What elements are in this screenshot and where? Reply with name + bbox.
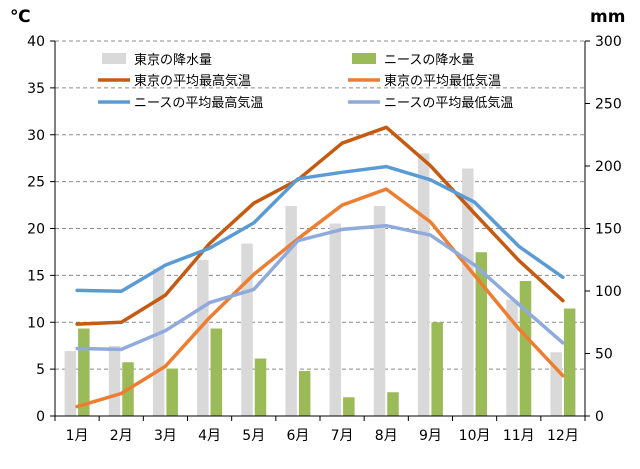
right-tick-label: 0 (595, 409, 604, 425)
bar (64, 351, 77, 416)
bar (431, 322, 443, 416)
bar (519, 281, 532, 416)
legend-swatch (102, 53, 126, 64)
left-tick-label: 40 (27, 34, 45, 50)
left-tick-label: 25 (27, 175, 45, 191)
legend-label: ニースの降水量 (384, 53, 474, 68)
bar (197, 259, 209, 416)
series-line (75, 223, 565, 352)
right-tick-label: 250 (595, 97, 622, 113)
right-tick-label: 150 (595, 222, 622, 238)
bar (387, 392, 399, 416)
left-axis-unit: ℃ (10, 7, 31, 27)
axes (50, 40, 590, 421)
left-tick-label: 5 (36, 362, 45, 378)
series-line (75, 164, 565, 294)
right-tick-label: 50 (595, 347, 613, 363)
bar (329, 223, 342, 416)
bar (152, 268, 165, 416)
x-tick-label: 7月 (331, 428, 354, 444)
x-tick-label: 4月 (198, 428, 221, 444)
bars (64, 153, 576, 416)
left-tick-label: 15 (27, 268, 45, 284)
bar (563, 308, 576, 416)
x-tick-label: 5月 (242, 428, 265, 444)
left-tick-label: 30 (27, 128, 45, 144)
legend-label: 東京の平均最低気温 (384, 73, 501, 89)
x-tick-label: 2月 (110, 428, 133, 444)
lines (75, 125, 565, 409)
legend-swatch (352, 53, 376, 64)
bar (506, 299, 518, 416)
x-tick-label: 12月 (547, 428, 579, 444)
left-tick-label: 20 (27, 222, 45, 238)
left-tick-label: 10 (27, 315, 45, 331)
bar (285, 206, 297, 416)
bar (210, 328, 223, 416)
bar (241, 243, 253, 416)
left-tick-label: 35 (27, 81, 45, 97)
bar (462, 168, 474, 416)
series-line (75, 125, 565, 326)
series-line (75, 187, 565, 409)
tick-labels: 0 5 10 15 20 25 30 35 40 0 50 100 150 200 250 300 1月 2月 3月… (27, 34, 622, 444)
bar (166, 368, 178, 416)
bar (475, 252, 488, 416)
bar (108, 346, 121, 416)
right-tick-label: 200 (595, 159, 622, 175)
bar (254, 358, 267, 416)
bar (417, 153, 430, 416)
bar (78, 328, 90, 416)
x-tick-label: 6月 (286, 428, 309, 444)
bar (343, 397, 355, 416)
x-tick-label: 11月 (503, 428, 535, 444)
x-tick-label: 9月 (419, 428, 442, 444)
legend-label: ニースの平均最高気温 (134, 95, 263, 111)
x-tick-label: 1月 (66, 428, 89, 444)
left-tick-label: 0 (36, 409, 45, 425)
legend-label: 東京の平均最高気温 (134, 73, 251, 89)
x-tick-label: 10月 (459, 428, 491, 444)
bar (373, 206, 386, 416)
right-axis-unit: mm (590, 7, 625, 27)
legend-label: 東京の降水量 (134, 52, 212, 68)
right-tick-label: 300 (595, 34, 622, 50)
x-tick-label: 8月 (375, 428, 398, 444)
legend-label: ニースの平均最低気温 (384, 95, 513, 111)
bar (550, 352, 562, 416)
x-tick-label: 3月 (154, 428, 177, 444)
right-tick-label: 100 (595, 284, 622, 300)
gridlines (55, 40, 585, 370)
bar (298, 371, 311, 416)
